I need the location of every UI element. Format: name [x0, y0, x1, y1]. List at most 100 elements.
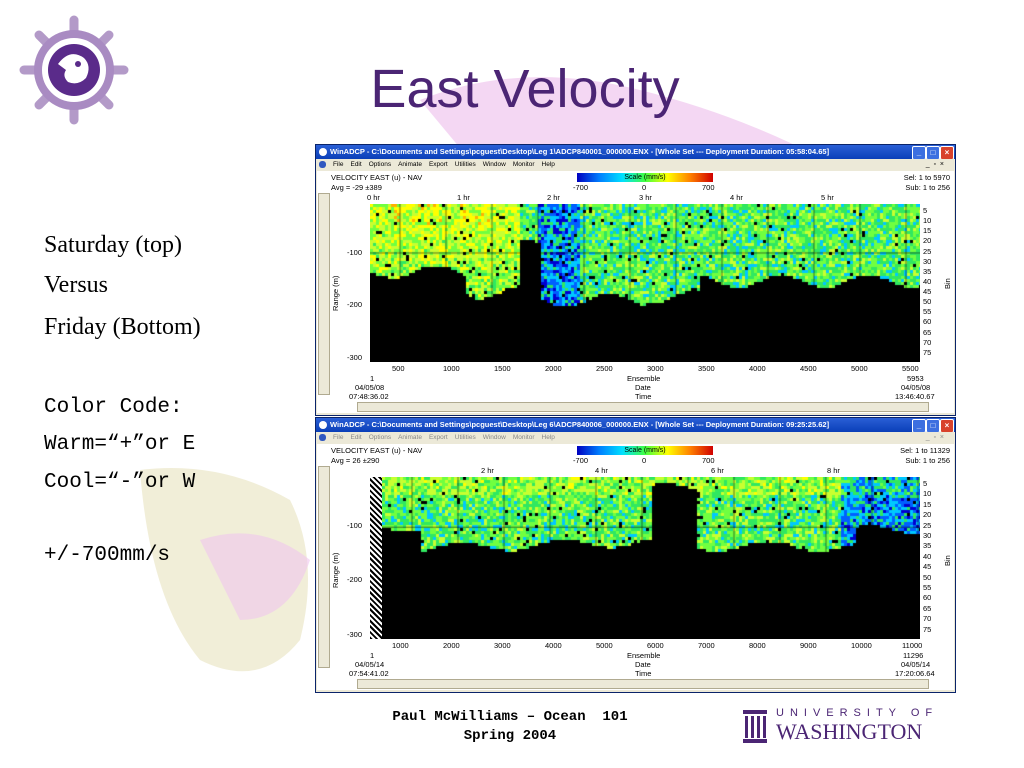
menu-edit[interactable]: Edit [350, 434, 362, 441]
menu-edit[interactable]: Edit [350, 161, 362, 168]
bin-tick: 5 [923, 206, 928, 215]
menu-window[interactable]: Window [482, 434, 506, 441]
menu-window[interactable]: Window [482, 161, 506, 168]
window-titlebar[interactable]: WinADCP - C:\Documents and Settings\pcgu… [316, 145, 955, 159]
minimize-button[interactable]: _ [912, 146, 926, 159]
bin-tick: 60 [923, 317, 932, 327]
x-tick: 500 [392, 364, 405, 373]
menu-help[interactable]: Help [541, 434, 555, 441]
horizontal-scrollbar[interactable] [357, 402, 929, 412]
vertical-scrollbar[interactable] [318, 466, 330, 668]
menu-animate[interactable]: Animate [398, 161, 422, 168]
x-tick: 5000 [851, 364, 868, 373]
bin-tick: 20 [923, 236, 932, 246]
document-icon [319, 433, 326, 441]
velocity-plot-area[interactable] [370, 204, 920, 362]
vertical-scrollbar[interactable] [318, 193, 330, 395]
close-button[interactable]: × [940, 419, 954, 432]
menu-export[interactable]: Export [428, 434, 448, 441]
window-title: WinADCP - C:\Documents and Settings\pcgu… [330, 147, 830, 156]
menu-monitor[interactable]: Monitor [512, 161, 535, 168]
description-line-saturday: Saturday (top) [44, 232, 182, 258]
bin-tick: 65 [923, 603, 932, 613]
x-tick: 8000 [749, 641, 766, 650]
menu-file[interactable]: File [333, 434, 344, 441]
footer-line-1: Paul McWilliams – Ocean 101 [392, 709, 628, 725]
uw-logo-washington: WASHINGTON [776, 719, 923, 744]
left-date: 04/05/14 [355, 660, 385, 669]
bin-tick: 30 [923, 256, 932, 266]
menu-utilities[interactable]: Utilities [454, 434, 476, 441]
scale-label: Scale (mm/s) [624, 447, 666, 454]
minimize-button[interactable]: _ [912, 419, 926, 432]
color-scale-bar: Scale (mm/s) [577, 446, 713, 455]
slide-title: East Velocity [370, 59, 680, 119]
bin-tick: 40 [923, 551, 932, 561]
x-tick: 1000 [443, 364, 460, 373]
scale-tick-max: 700 [702, 183, 715, 192]
scale-tick-zero: 0 [642, 456, 647, 465]
menu-options[interactable]: Options [368, 434, 392, 441]
horizontal-scrollbar[interactable] [357, 679, 929, 689]
color-code-cool: Cool=“-”or W [44, 471, 196, 494]
x-tick: 11000 [902, 641, 923, 650]
uw-logo: UNIVERSITY OF WASHINGTON [742, 706, 938, 746]
hour-tick: 0 hr [367, 193, 380, 202]
bin-tick: 55 [923, 583, 932, 592]
right-time: 17:20:06.64 [895, 669, 935, 678]
menu-file[interactable]: File [333, 161, 344, 168]
right-ensemble: 11296 [903, 651, 924, 660]
scale-tick-max: 700 [702, 456, 715, 465]
x-tick: 9000 [800, 641, 817, 650]
hour-tick: 6 hr [711, 466, 724, 475]
mdi-controls[interactable]: _ ▫ × [925, 434, 944, 441]
close-button[interactable]: × [940, 146, 954, 159]
hour-tick: 8 hr [827, 466, 840, 475]
menu-help[interactable]: Help [541, 161, 555, 168]
x-tick: 5000 [596, 641, 613, 650]
hour-tick: 5 hr [821, 193, 834, 202]
y-axis-label: Range (m) [331, 275, 340, 311]
velocity-heatmap [382, 477, 920, 639]
bin-tick: 45 [923, 562, 932, 572]
x-tick: 1000 [392, 641, 409, 650]
x-tick: 4000 [545, 641, 562, 650]
app-icon [319, 148, 327, 156]
menu-bar: File Edit Options Animate Export Utilities Win… [316, 160, 955, 170]
x-tick: 6000 [647, 641, 664, 650]
bin-tick: 20 [923, 510, 932, 520]
winadcp-window-bottom[interactable]: WinADCP - C:\Documents and Settings\pcgu… [315, 417, 956, 693]
time-label: Time [635, 669, 652, 678]
x-tick: 1500 [494, 364, 511, 373]
x-tick: 2500 [596, 364, 613, 373]
menu-animate[interactable]: Animate [398, 434, 422, 441]
maximize-button[interactable]: □ [926, 146, 940, 159]
bin-tick: 10 [923, 489, 932, 499]
no-data-hatch [370, 477, 382, 639]
x-tick: 2000 [545, 364, 562, 373]
menu-options[interactable]: Options [368, 161, 392, 168]
avg-readout: Avg = -29 ±389 [331, 183, 382, 192]
maximize-button[interactable]: □ [926, 419, 940, 432]
scale-tick-zero: 0 [642, 183, 647, 192]
hour-tick: 4 hr [595, 466, 608, 475]
menu-monitor[interactable]: Monitor [512, 434, 535, 441]
description-line-friday: Friday (Bottom) [44, 314, 201, 340]
x-tick: 4500 [800, 364, 817, 373]
x-tick: 3500 [698, 364, 715, 373]
menu-export[interactable]: Export [428, 161, 448, 168]
velocity-plot-area[interactable] [382, 477, 920, 639]
menu-utilities[interactable]: Utilities [454, 161, 476, 168]
right-date: 04/05/14 [901, 660, 931, 669]
description-line-versus: Versus [44, 272, 108, 298]
sub-readout: Sub: 1 to 256 [905, 183, 950, 192]
y-tick: -200 [347, 575, 363, 584]
footer-credit: Paul McWilliams – Ocean 101 Spring 2004 [350, 708, 670, 746]
bin-tick: 65 [923, 327, 932, 337]
mdi-controls[interactable]: _ ▫ × [925, 161, 944, 168]
bin-tick: 50 [923, 572, 932, 582]
winadcp-window-top[interactable]: WinADCP - C:\Documents and Settings\pcgu… [315, 144, 956, 416]
bin-tick: 40 [923, 276, 932, 286]
x-tick: 5500 [902, 364, 919, 373]
window-titlebar[interactable]: WinADCP - C:\Documents and Settings\pcgu… [316, 418, 955, 432]
